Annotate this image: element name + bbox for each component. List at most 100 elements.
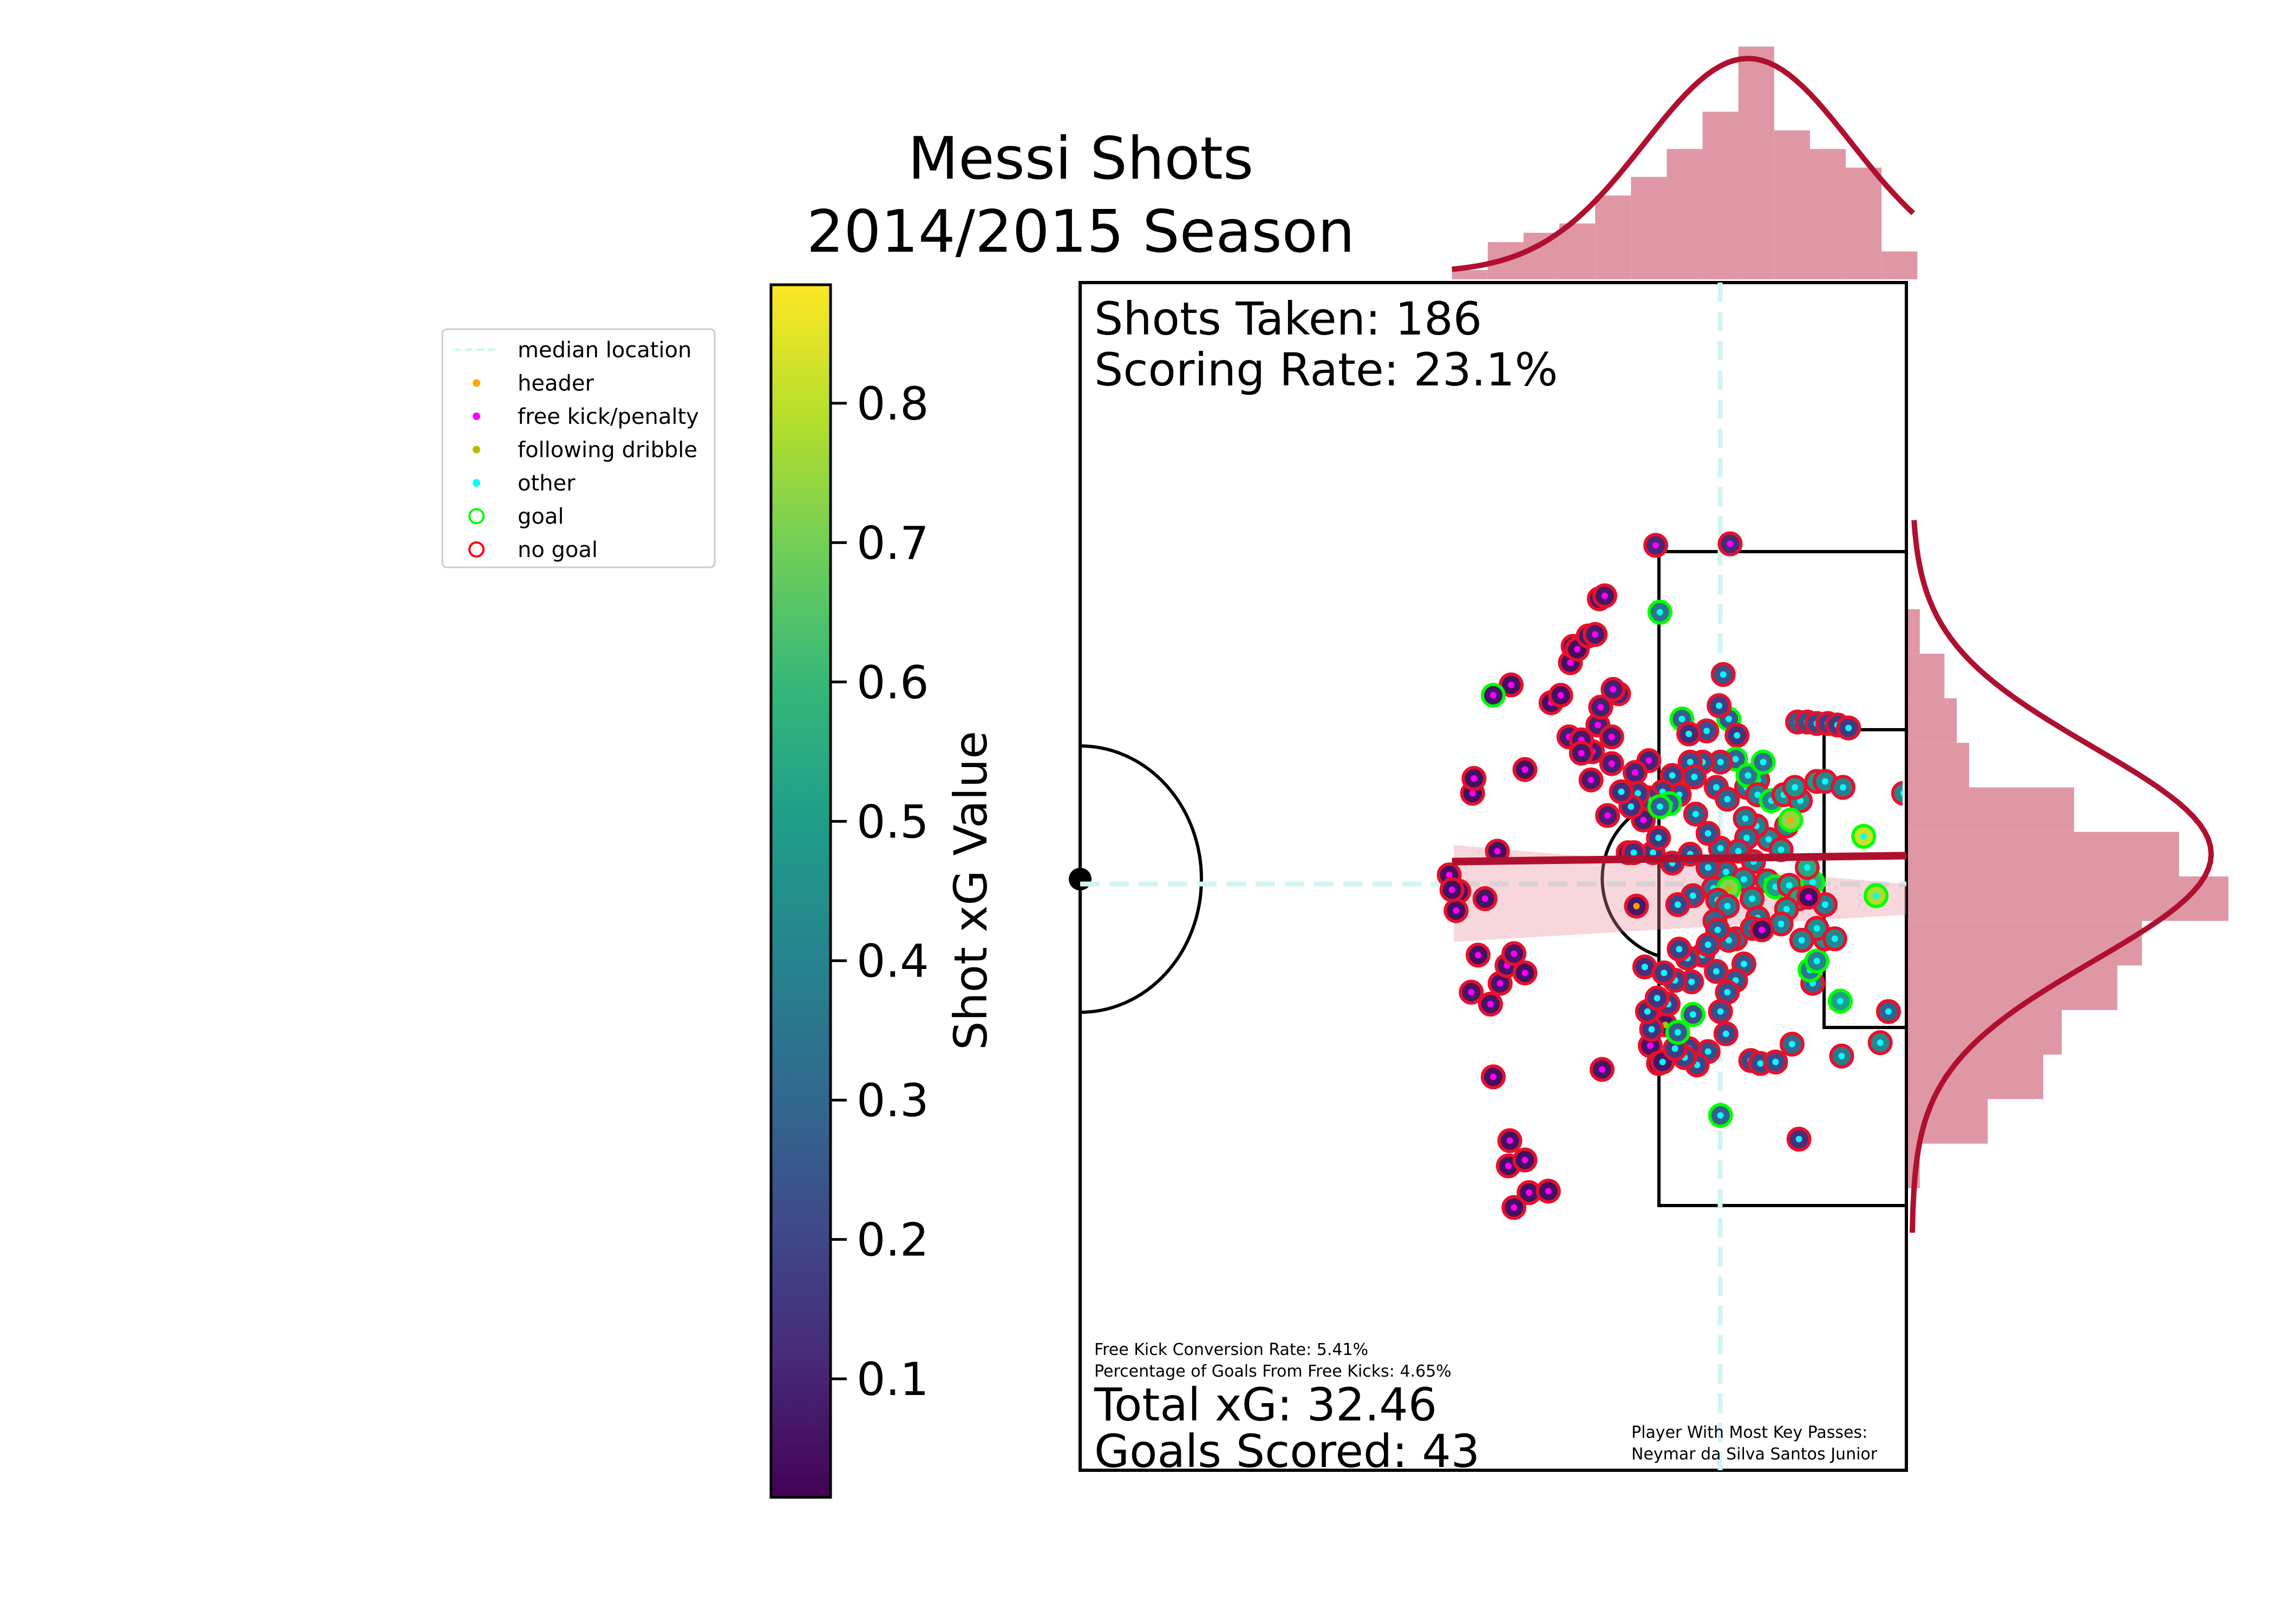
- shot-type-dot: [1648, 1026, 1655, 1033]
- shot-type-dot: [1717, 1008, 1724, 1015]
- shot-type-dot: [1650, 849, 1657, 856]
- shot-marker: [1713, 1021, 1739, 1046]
- shot-marker: [1647, 794, 1672, 820]
- top-histogram-bar: [1774, 130, 1810, 280]
- shots-taken-text: Shots Taken: 186: [1094, 292, 1482, 345]
- shot-type-dot: [1813, 958, 1820, 965]
- shot-marker: [1749, 917, 1774, 942]
- free-kick-goal-percentage-text: Percentage of Goals From Free Kicks: 4.6…: [1094, 1362, 1452, 1381]
- right-histogram-bar: [1907, 921, 2142, 966]
- shot-marker: [1763, 1049, 1788, 1075]
- shot-type-dot: [1786, 882, 1793, 889]
- shot-type-dot: [1803, 864, 1811, 871]
- shot-marker: [1481, 683, 1506, 708]
- legend-label: free kick/penalty: [518, 404, 699, 429]
- shot-type-dot: [1497, 980, 1504, 987]
- legend-label: median location: [518, 338, 691, 363]
- shot-type-dot: [1717, 1112, 1724, 1119]
- shot-type-dot: [1713, 968, 1720, 975]
- right-histogram-bar: [1907, 787, 2074, 832]
- shot-type-dot: [1740, 876, 1747, 883]
- top-histogram-bar: [1809, 149, 1846, 279]
- shot-marker: [1735, 763, 1761, 788]
- shot-type-dot: [1689, 892, 1696, 899]
- shot-marker: [1472, 886, 1498, 912]
- shot-type-dot: [1578, 750, 1585, 757]
- shot-type-dot: [1645, 757, 1652, 764]
- center-circle-arc: [1080, 744, 1203, 1014]
- shot-type-dot: [1490, 1073, 1497, 1081]
- shot-marker: [1708, 749, 1733, 775]
- key-passes-label: Player With Most Key Passes:: [1631, 1423, 1867, 1442]
- shot-type-dot: [1885, 1008, 1892, 1015]
- shot-type-dot: [1687, 758, 1694, 765]
- shot-marker: [1682, 764, 1707, 790]
- colorbar-label: Shot xG Value: [944, 731, 997, 1050]
- shot-type-dot: [1778, 846, 1785, 853]
- shot-type-dot: [1453, 907, 1460, 914]
- legend-label: following dribble: [518, 438, 697, 463]
- shot-marker: [1512, 960, 1538, 986]
- shot-type-dot: [1604, 812, 1611, 819]
- legend-label: goal: [518, 505, 564, 529]
- shot-marker: [1639, 1017, 1664, 1042]
- shot-type-dot: [1860, 833, 1867, 840]
- shot-type-dot: [1688, 978, 1695, 985]
- shot-type-dot: [1831, 935, 1838, 942]
- right-histogram-bar: [1907, 965, 2118, 1010]
- right-histogram-bar: [1907, 1055, 2043, 1099]
- shot-marker: [1715, 979, 1740, 1005]
- shot-marker: [1724, 723, 1750, 748]
- shot-type-dot: [1744, 772, 1752, 779]
- legend-marker-dot: [473, 446, 480, 454]
- free-kick-conversion-text: Free Kick Conversion Rate: 5.41%: [1094, 1340, 1368, 1359]
- shot-marker: [1588, 695, 1613, 720]
- legend-frame: [441, 328, 716, 568]
- shot-type-dot: [1837, 998, 1844, 1005]
- chart-title-line2: 2014/2015 Season: [807, 198, 1355, 266]
- right-histogram-bar: [1907, 831, 2179, 876]
- shot-type-dot: [1521, 970, 1528, 977]
- colorbar-tick-label: 0.2: [857, 1214, 929, 1267]
- top-histogram-bar: [1667, 149, 1703, 279]
- shot-marker: [1715, 787, 1740, 812]
- shot-marker: [1622, 760, 1648, 785]
- shot-type-dot: [1635, 790, 1642, 797]
- shot-marker: [1501, 1195, 1527, 1220]
- shot-marker: [1717, 531, 1743, 556]
- shot-marker: [1829, 1043, 1854, 1069]
- shot-marker: [1548, 683, 1573, 708]
- shot-type-dot: [1602, 592, 1609, 599]
- shot-type-dot: [1805, 894, 1812, 901]
- shot-type-dot: [1725, 937, 1732, 944]
- shot-marker: [1778, 807, 1803, 833]
- shot-type-dot: [1587, 776, 1595, 783]
- shot-type-dot: [1787, 816, 1794, 823]
- shot-marker: [1782, 775, 1807, 800]
- shot-type-dot: [1724, 796, 1731, 803]
- shot-type-dot: [1661, 970, 1668, 977]
- shot-type-dot: [1760, 758, 1767, 765]
- shot-type-dot: [1526, 1189, 1533, 1196]
- shot-marker: [1501, 941, 1527, 966]
- shot-type-dot: [1674, 901, 1681, 908]
- shot-type-dot: [1655, 834, 1662, 841]
- shot-type-dot: [1742, 815, 1749, 822]
- shot-marker: [1851, 823, 1877, 849]
- shot-marker: [1624, 893, 1649, 919]
- shot-marker: [1665, 892, 1690, 918]
- shot-marker: [1644, 985, 1670, 1011]
- shot-marker: [1796, 885, 1821, 910]
- shot-marker: [1535, 1178, 1561, 1204]
- top-histogram-bar: [1881, 251, 1918, 279]
- shot-type-dot: [1900, 790, 1903, 797]
- shot-type-dot: [1749, 895, 1756, 902]
- shot-type-dot: [1714, 926, 1721, 933]
- shot-type-dot: [1595, 722, 1602, 729]
- shot-type-dot: [1720, 671, 1727, 678]
- shot-type-dot: [1656, 608, 1663, 615]
- shot-type-dot: [1628, 803, 1635, 810]
- shot-marker: [1789, 927, 1814, 953]
- shot-type-dot: [1654, 994, 1661, 1001]
